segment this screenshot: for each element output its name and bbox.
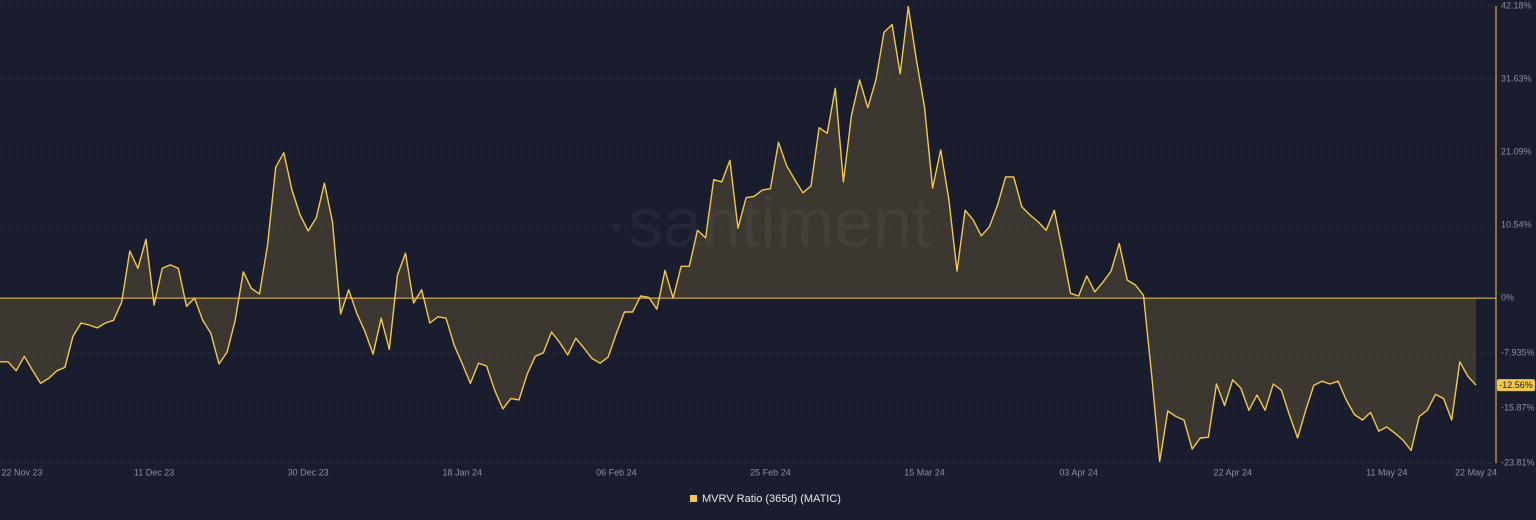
value-label: -12.56%	[1499, 380, 1533, 390]
y-tick-label: 0%	[1501, 292, 1514, 302]
x-tick-label: 11 May 24	[1366, 467, 1407, 477]
y-tick-label: 42.18%	[1501, 0, 1532, 10]
x-tick-label: 22 May 24	[1455, 467, 1497, 477]
area-fill	[0, 6, 1476, 462]
x-tick-label: 15 Mar 24	[904, 467, 945, 477]
x-tick-label: 30 Dec 23	[288, 467, 329, 477]
x-tick-label: 06 Feb 24	[596, 467, 637, 477]
x-tick-label: 22 Apr 24	[1213, 467, 1252, 477]
x-tick-label: 11 Dec 23	[134, 467, 174, 477]
value-badge	[1497, 379, 1535, 392]
y-tick-label: 10.54%	[1501, 219, 1532, 229]
series-line	[0, 5, 1477, 463]
legend-swatch	[690, 495, 697, 502]
y-tick-label: -7.935%	[1501, 347, 1535, 357]
y-tick-label: -15.87%	[1501, 402, 1535, 412]
y-tick-label: -23.81%	[1501, 457, 1535, 467]
x-tick-label: 25 Feb 24	[750, 467, 791, 477]
legend-label: MVRV Ratio (365d) (MATIC)	[702, 493, 841, 505]
watermark: ·santiment	[605, 183, 932, 261]
y-tick-label: 21.09%	[1501, 146, 1532, 156]
x-tick-label: 18 Jan 24	[442, 467, 482, 477]
x-tick-label: 22 Nov 23	[1, 467, 42, 477]
y-tick-label: 31.63%	[1501, 73, 1532, 83]
x-tick-label: 03 Apr 24	[1059, 467, 1098, 477]
